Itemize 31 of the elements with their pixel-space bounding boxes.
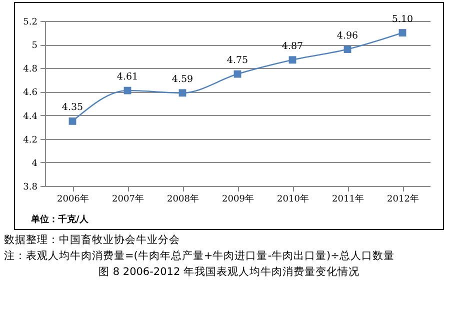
text: 数据整理：中国畜牧业协会牛业分会 [4,233,181,248]
y-tick-label: 4.6 [23,88,38,98]
x-tick-label: 2009年 [222,194,254,204]
y-tick-label: 4.8 [23,64,38,75]
point [344,46,352,53]
point [398,29,406,36]
data-label: 4.35 [62,102,84,114]
data-label: 4.75 [226,55,248,66]
text: 单位：千克/人 [31,213,88,226]
x-tick-label: 2010年 [277,194,309,204]
x-tick-label: 2007年 [112,194,144,204]
y-tick-label: 4 [32,158,38,169]
point [178,89,186,97]
point [68,117,76,125]
text: 图 8 2006-2012 年我国表观人均牛肉消费量变化情况 [98,265,360,280]
x-tick-label: 2012年 [387,194,419,204]
y-tick-label: 5 [32,41,38,52]
y-tick-label: 4.4 [23,112,38,122]
data-label: 4.61 [116,72,138,83]
y-tick-label: 3.8 [23,182,38,192]
data-label: 5.10 [392,14,414,25]
text: 注：表观人均牛肉消费量=(牛肉年总产量+牛肉进口量-牛肉出口量)÷总人口数量 [4,249,396,264]
data-label: 4.87 [282,40,304,52]
x-tick-label: 2011年 [332,194,364,204]
y-tick-label: 5.2 [23,18,38,28]
data-label: 4.59 [172,74,194,85]
data-label: 4.96 [336,30,358,42]
x-tick-label: 2008年 [167,194,199,204]
x-tick-label: 2006年 [57,194,89,204]
y-tick-label: 4.2 [23,135,38,146]
point [288,56,296,64]
